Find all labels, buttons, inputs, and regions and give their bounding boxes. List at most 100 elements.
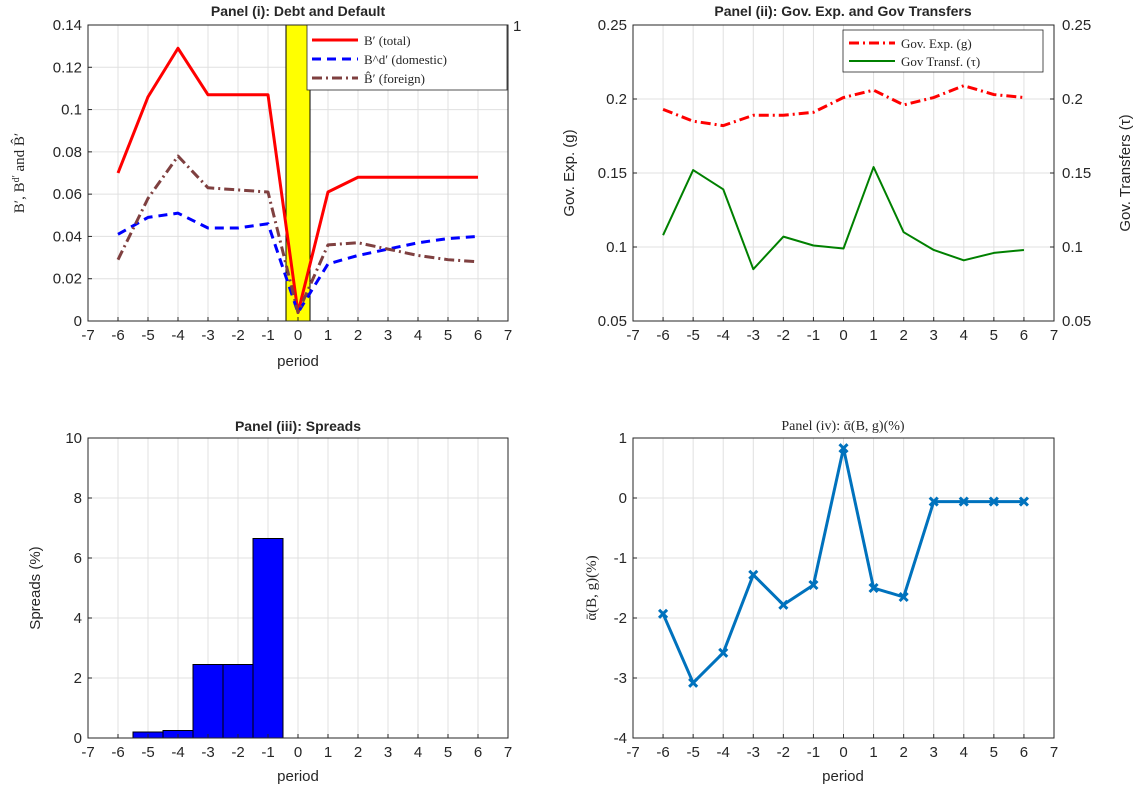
- y-tick-label: 0.14: [53, 17, 82, 34]
- x-tick-label: 7: [504, 327, 512, 344]
- y-axis-label-right: Gov. Transfers (τ): [1117, 114, 1134, 231]
- x-axis-label: period: [277, 768, 319, 785]
- y-tick-label: 0.12: [53, 59, 82, 76]
- y-tick-label: 0: [74, 313, 82, 330]
- panel-2: -7 -6 -5 -4 -3 -2 -1 0 1 2 3 4 5 6 7 0.05 0.1 0.15 0.2 0.2…: [561, 3, 1134, 344]
- x-tick-label: -2: [231, 744, 244, 761]
- x-tick-label: -1: [807, 327, 820, 344]
- x-tick-label: -4: [171, 327, 184, 344]
- x-tick-label: -6: [111, 744, 124, 761]
- marker-stroke: [778, 599, 789, 610]
- y-right-tick-label: 0.1: [1062, 239, 1083, 256]
- x-tick-label: 3: [384, 744, 392, 761]
- y-tick-label: 4: [74, 610, 82, 627]
- x-tick-label: 3: [930, 744, 938, 761]
- x-tick-label: -2: [777, 327, 790, 344]
- chart-title: Panel (iii): Spreads: [235, 418, 361, 434]
- right-axis-tick-label: 1: [513, 18, 521, 35]
- y-tick-label: 10: [65, 430, 82, 447]
- data-point-marker: [748, 569, 759, 580]
- x-tick-label: -4: [717, 744, 730, 761]
- x-tick-label: 0: [294, 744, 302, 761]
- data-point-marker: [808, 579, 819, 591]
- y-tick-label: 0.15: [598, 165, 627, 182]
- y-axis-label: B′, Bd′ and B̂′: [11, 133, 29, 213]
- marker-stroke: [838, 443, 849, 454]
- data-point-marker: [718, 647, 729, 658]
- x-axis-label: period: [822, 768, 864, 785]
- data-point-marker: [868, 582, 879, 594]
- y-axis-label: Gov. Exp. (g): [561, 129, 578, 216]
- legend-label-foreign: B̂′ (foreign): [364, 71, 425, 86]
- x-tick-label: 6: [1020, 744, 1028, 761]
- y-tick-label: -4: [614, 730, 627, 747]
- x-tick-label: 2: [354, 327, 362, 344]
- x-tick-label: -7: [81, 327, 94, 344]
- y-right-tick-label: 0.05: [1062, 313, 1091, 330]
- x-tick-label: -4: [171, 744, 184, 761]
- x-tick-label: -1: [261, 327, 274, 344]
- y-tick-label: 0.06: [53, 186, 82, 203]
- data-point-marker: [838, 443, 849, 454]
- data-point-marker: [688, 677, 699, 688]
- x-tick-label: 5: [990, 327, 998, 344]
- chart-title: Panel (i): Debt and Default: [211, 3, 386, 19]
- panel-1: -7 -6 -5 -4 -3 -2 -1 0 1 2 3 4 5 6 7 0 0.02 0.04 0.06 0.08…: [11, 3, 522, 370]
- panel-4: -7 -6 -5 -4 -3 -2 -1 0 1 2 3 4 5 6 7 -4 -3 -2 -1 0 1 Panel …: [584, 419, 1058, 785]
- data-point-marker: [898, 591, 909, 603]
- y-tick-label: 0.1: [606, 239, 627, 256]
- series-line-1: [662, 84, 1025, 128]
- x-tick-label: 0: [839, 327, 847, 344]
- x-tick-label: -2: [777, 744, 790, 761]
- y-tick-label: 0.04: [53, 228, 82, 245]
- y-tick-label: 0.08: [53, 144, 82, 161]
- x-tick-label: 7: [504, 744, 512, 761]
- x-tick-label: 1: [869, 744, 877, 761]
- x-tick-label: -3: [747, 327, 760, 344]
- x-tick-label: 2: [354, 744, 362, 761]
- x-tick-label: 7: [1050, 744, 1058, 761]
- y-tick-label: 0.1: [61, 102, 82, 119]
- marker-stroke: [958, 496, 969, 507]
- x-tick-label: 1: [324, 327, 332, 344]
- y-tick-label: -2: [614, 610, 627, 627]
- x-tick-label: 6: [474, 744, 482, 761]
- y-tick-label: 2: [74, 670, 82, 687]
- x-tick-label: 5: [990, 744, 998, 761]
- x-tick-label: -7: [626, 744, 639, 761]
- y-right-tick-label: 0.2: [1062, 91, 1083, 108]
- series-line-2: [117, 211, 479, 315]
- x-tick-label: -5: [141, 744, 154, 761]
- data-point-marker: [778, 599, 789, 610]
- x-tick-label: 5: [444, 744, 452, 761]
- x-tick-label: -4: [717, 327, 730, 344]
- x-tick-label: 0: [294, 327, 302, 344]
- legend-label-gov-exp: Gov. Exp. (g): [901, 36, 972, 51]
- x-tick-label: -5: [141, 327, 154, 344]
- y-tick-label: -1: [614, 550, 627, 567]
- marker-stroke: [988, 496, 999, 507]
- marker-stroke: [928, 496, 939, 507]
- y-tick-label: -3: [614, 670, 627, 687]
- data-point-marker: [988, 496, 999, 507]
- x-tick-label: -3: [747, 744, 760, 761]
- y-right-tick-label: 0.25: [1062, 17, 1091, 34]
- data-point-marker: [958, 496, 969, 507]
- x-axis-label: period: [277, 353, 319, 370]
- marker-stroke: [808, 579, 819, 591]
- marker-stroke: [658, 608, 669, 619]
- y-tick-label: 6: [74, 550, 82, 567]
- x-tick-label: 4: [414, 744, 422, 761]
- bar: [252, 538, 284, 739]
- x-tick-label: -7: [81, 744, 94, 761]
- marker-stroke: [898, 591, 909, 603]
- series-line-2: [662, 166, 1025, 271]
- x-tick-label: -1: [807, 744, 820, 761]
- data-point-marker: [1018, 496, 1029, 507]
- legend: B′ (total) B^d′ (domestic) B̂′ (foreign): [306, 24, 508, 91]
- legend-label-gov-transf: Gov Transf. (τ): [901, 54, 980, 69]
- y-tick-label: 0: [619, 490, 627, 507]
- y-axis-label: ᾱ(B, g)(%): [584, 555, 600, 620]
- x-tick-label: 4: [960, 744, 968, 761]
